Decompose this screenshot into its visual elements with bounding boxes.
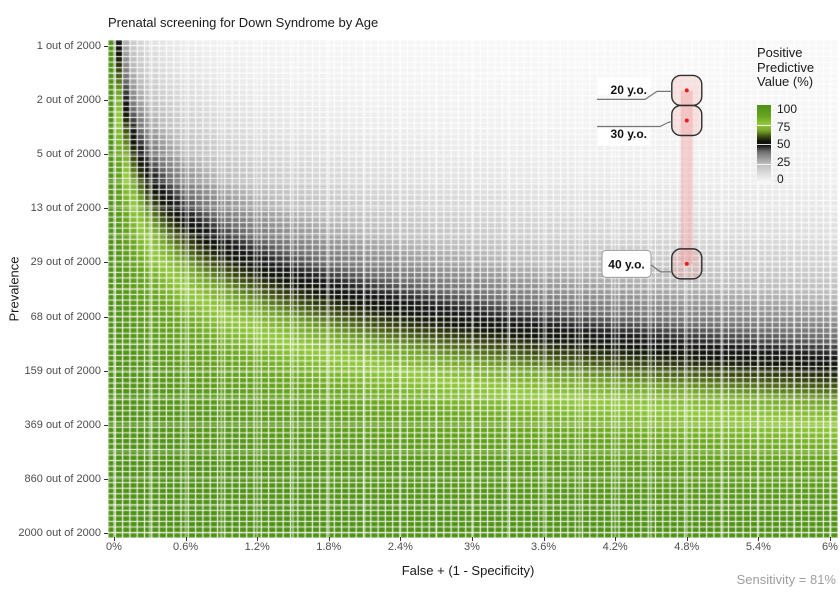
y-tick-mark <box>104 478 108 480</box>
x-tick-mark <box>471 537 473 541</box>
x-tick-label: 3.6% <box>531 541 557 553</box>
y-tick-label: 68 out of 2000 <box>30 310 101 323</box>
chart-title: Prenatal screening for Down Syndrome by … <box>108 15 379 30</box>
x-axis-title: False + (1 - Specificity) <box>401 563 535 578</box>
y-tick-mark <box>104 370 108 372</box>
x-tick-mark <box>758 537 760 541</box>
x-tick-mark <box>257 537 259 541</box>
y-tick-mark <box>104 100 108 102</box>
x-tick-label: 4.8% <box>674 541 700 553</box>
x-tick-mark <box>829 537 831 541</box>
x-tick-label: 0.6% <box>173 541 199 553</box>
y-tick-label: 2000 out of 2000 <box>18 526 101 539</box>
y-tick-mark <box>104 154 108 156</box>
y-tick-mark <box>104 532 108 534</box>
legend-tick-label: 0 <box>777 172 784 186</box>
x-tick-label: 5.4% <box>745 541 771 553</box>
x-tick-mark <box>328 537 330 541</box>
x-tick-label: 0% <box>106 541 122 553</box>
y-tick-label: 369 out of 2000 <box>24 418 101 431</box>
x-tick-label: 3% <box>464 541 480 553</box>
heatmap-canvas <box>108 40 838 538</box>
legend-tick-label: 25 <box>777 154 791 169</box>
x-tick-mark <box>400 537 402 541</box>
x-tick-label: 6% <box>822 541 838 553</box>
x-tick-mark <box>185 537 187 541</box>
y-tick-mark <box>104 208 108 210</box>
legend-tick-mark <box>757 163 771 165</box>
legend-tick-label: 75 <box>777 119 791 134</box>
y-tick-mark <box>104 316 108 318</box>
x-tick-label: 1.8% <box>316 541 342 553</box>
y-tick-mark <box>104 262 108 264</box>
legend-tick-mark <box>757 124 771 126</box>
legend-tick-label: 50 <box>777 137 791 151</box>
x-tick-label: 4.2% <box>602 541 628 553</box>
x-tick-mark <box>114 537 115 541</box>
x-tick-mark <box>686 537 688 541</box>
legend-tick-label: 100 <box>777 102 798 116</box>
y-tick-mark <box>104 46 108 47</box>
x-tick-label: 2.4% <box>387 541 413 553</box>
x-tick-mark <box>615 537 617 541</box>
y-tick-label: 1 out of 2000 <box>36 40 101 52</box>
y-tick-label: 860 out of 2000 <box>24 472 101 485</box>
y-tick-label: 5 out of 2000 <box>36 148 101 161</box>
y-tick-label: 29 out of 2000 <box>30 256 101 269</box>
y-tick-label: 13 out of 2000 <box>30 202 101 215</box>
x-tick-mark <box>543 537 545 541</box>
y-tick-mark <box>104 424 108 426</box>
legend-title: Positive Predictive Value (%) <box>757 45 815 90</box>
y-tick-label: 159 out of 2000 <box>24 364 101 377</box>
y-tick-label: 2 out of 2000 <box>36 94 101 107</box>
legend-tick-mark <box>757 144 771 145</box>
x-tick-label: 1.2% <box>244 541 270 553</box>
sensitivity-caption: Sensitivity = 81% <box>736 572 836 587</box>
